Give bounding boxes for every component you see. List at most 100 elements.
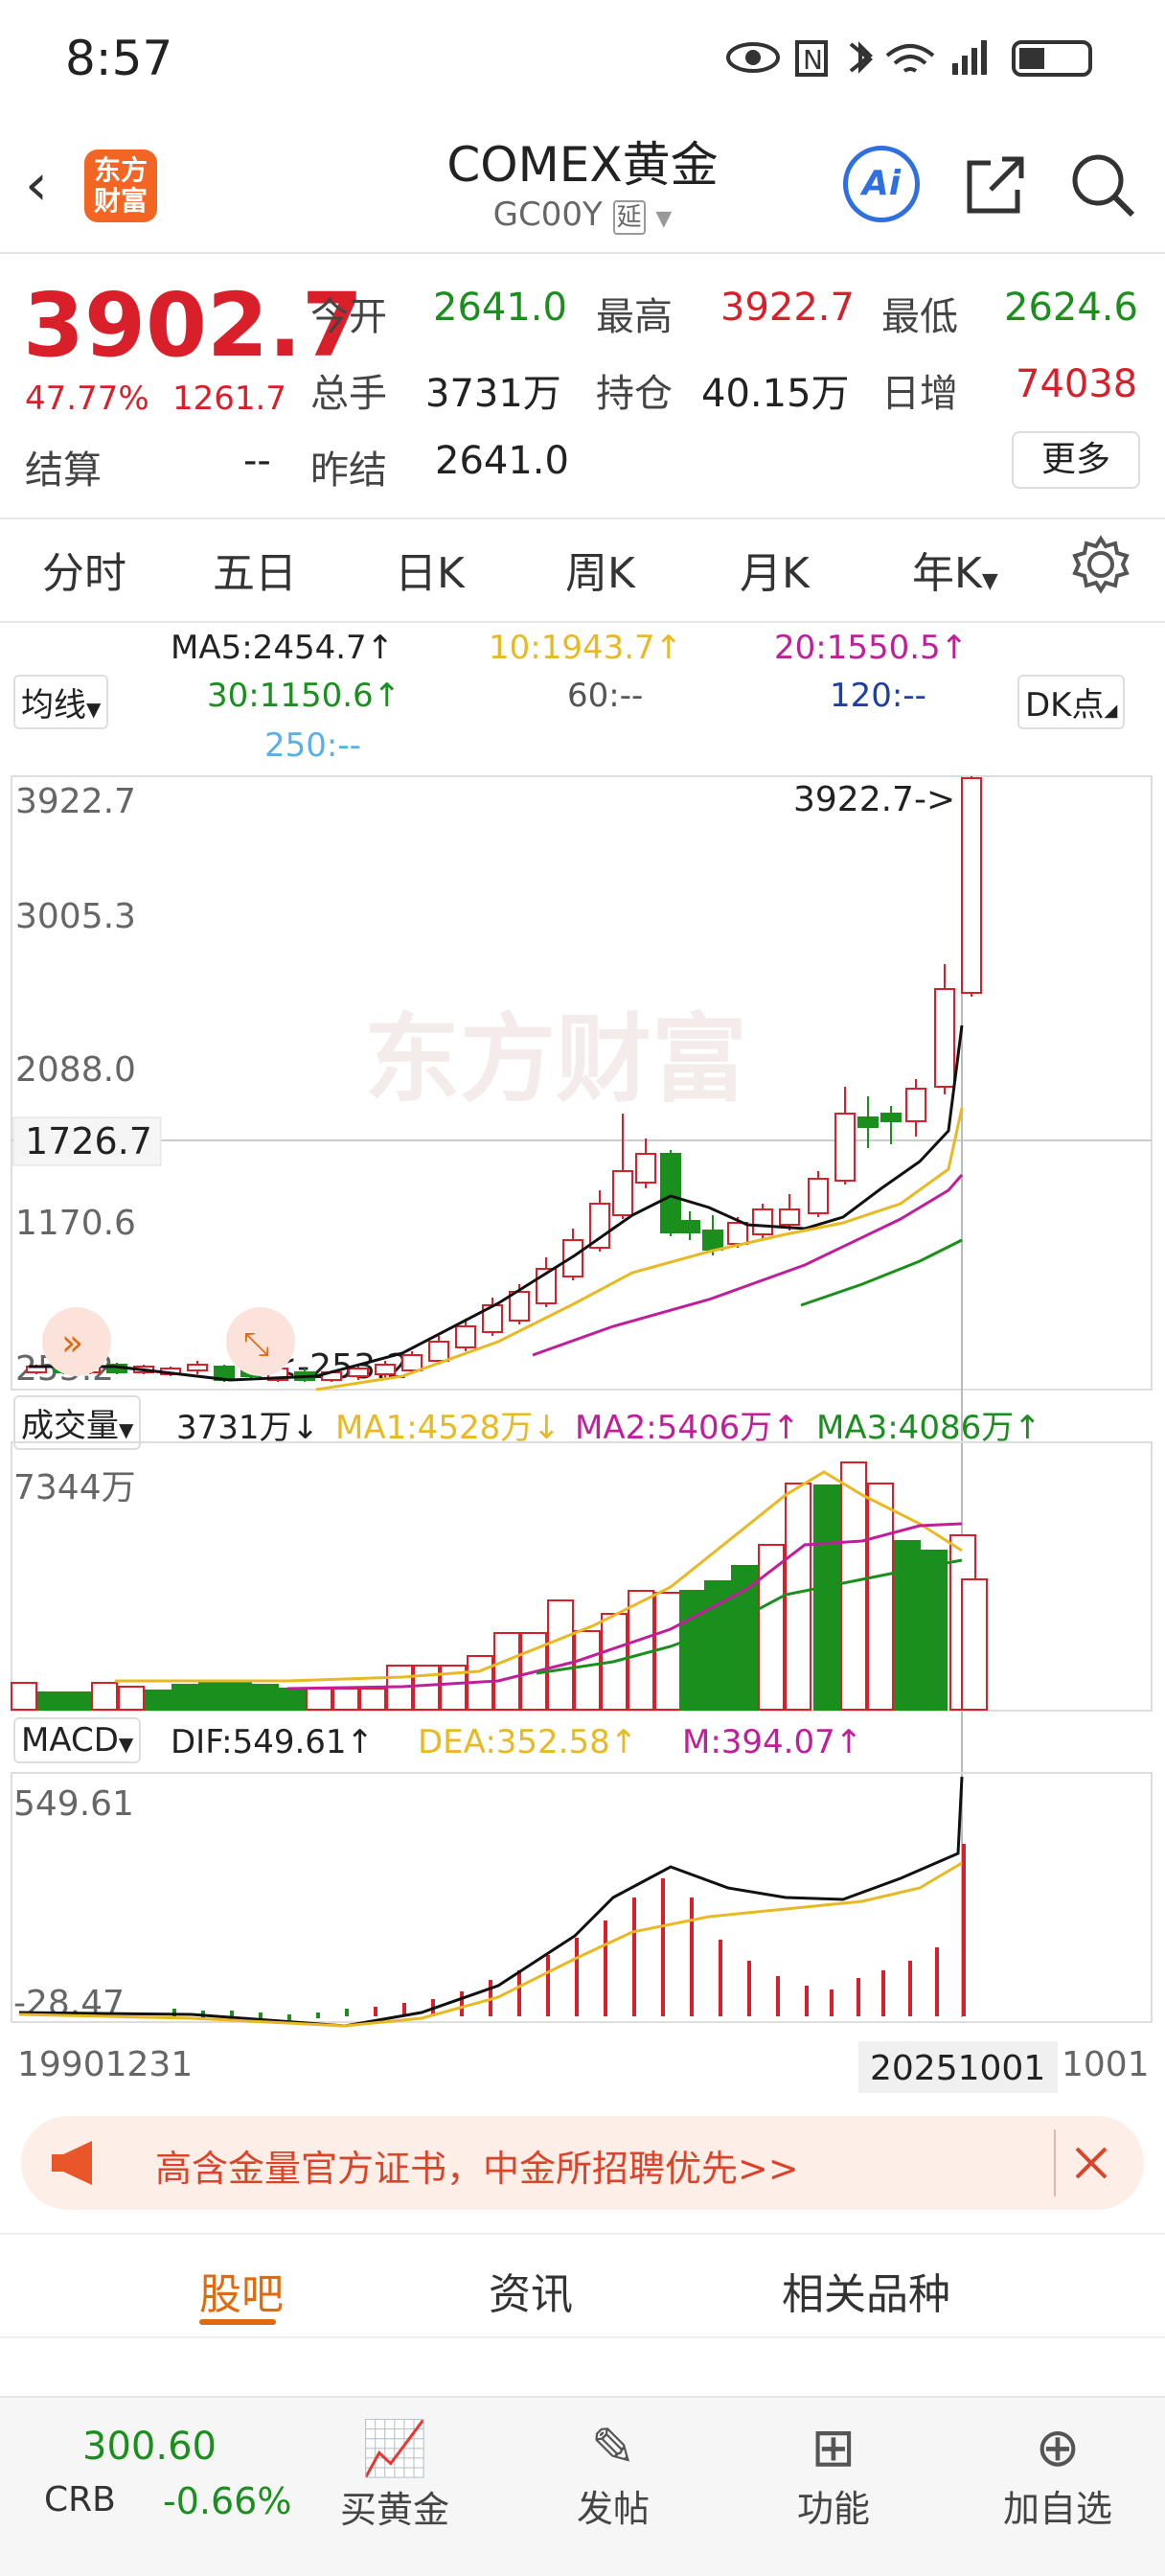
banner-text: 高含金量官方证书，中金所招聘优先>> [155, 2148, 799, 2190]
macd-bar [604, 1920, 607, 2016]
logo-text-2: 财富 [93, 185, 148, 217]
candle-body [752, 1208, 773, 1235]
macd-bar [776, 1976, 780, 2016]
candle-body [375, 1364, 396, 1375]
svg-text:N: N [803, 44, 823, 76]
macd-bar [830, 1990, 834, 2016]
ma30-value: 30:1150.6↑ [207, 677, 401, 715]
volume-bar [654, 1592, 681, 1711]
current-date-box [858, 2041, 1058, 2093]
volume-bar [628, 1590, 654, 1711]
crb-label: CRB [44, 2480, 116, 2519]
volume-bar [225, 1682, 252, 1711]
volume-bar [894, 1540, 921, 1711]
volume-bar [359, 1688, 386, 1711]
delay-badge: 延 [612, 200, 646, 235]
candle-body [401, 1354, 423, 1371]
tab-daily-k[interactable]: 日K [395, 549, 465, 598]
kline-chart[interactable]: 东方财富 3922.7 3005.3 2088.0 1170.6 253.2 1… [0, 767, 1165, 2108]
add-watchlist-button[interactable]: ⊕ 加自选 [981, 2417, 1134, 2532]
candle-body [779, 1208, 800, 1226]
candle-body [635, 1153, 656, 1184]
volume-bar [306, 1688, 332, 1711]
tab-related[interactable]: 相关品种 [782, 2270, 950, 2319]
volume-bar [37, 1691, 64, 1711]
settle-label: 结算 [25, 448, 102, 493]
open-interest-label: 持仓 [596, 372, 673, 416]
candle-body [961, 777, 982, 994]
ma10-value: 10:1943.7↑ [489, 629, 683, 667]
caret-down-icon: ▼ [118, 1733, 134, 1756]
buy-gold-button[interactable]: 📈 买黄金 [337, 2417, 452, 2533]
macd-bar [747, 1961, 751, 2016]
promo-banner[interactable]: 高含金量官方证书，中金所招聘优先>> [21, 2116, 1144, 2210]
date-current: 20251001 [870, 2049, 1045, 2088]
functions-label: 功能 [796, 2488, 870, 2530]
tab-yearly-k[interactable]: 年K▼ [912, 539, 998, 600]
gear-icon[interactable] [1071, 535, 1131, 594]
volume-value: 3731万↓ [176, 1409, 320, 1447]
zoom-icon[interactable] [226, 1307, 295, 1376]
volume-bars [11, 1461, 988, 1711]
macd-bar [908, 1961, 912, 2016]
price-panel-frame [11, 775, 1153, 1391]
volume-bar [867, 1483, 894, 1711]
back-icon[interactable]: ‹ [25, 151, 48, 218]
grid-icon: ⊞ [811, 2417, 857, 2479]
contract-code[interactable]: GC00Y 延 ▼ [0, 196, 1165, 235]
high-label: 最高 [596, 295, 673, 339]
price-axis-labels: 3922.7 3005.3 2088.0 1170.6 253.2 [15, 782, 136, 1389]
tab-five-day[interactable]: 五日 [213, 549, 297, 598]
share-icon[interactable] [962, 151, 1029, 218]
candle-body [857, 1116, 879, 1128]
ma60-value: 60:-- [567, 677, 644, 715]
ma-selector[interactable]: 均线▼ [13, 675, 109, 729]
tab-news[interactable]: 资讯 [489, 2270, 573, 2319]
code-text: GC00Y [492, 196, 603, 234]
candle-body [808, 1178, 829, 1214]
macd-dif: DIF:549.61↑ [171, 1723, 375, 1761]
indicator-selector-volume[interactable]: 成交量▼ [13, 1395, 142, 1450]
ma5-line [29, 1024, 964, 1382]
candle-body [660, 1153, 681, 1233]
crb-change: -0.66% [163, 2480, 292, 2522]
macd-bar [402, 2003, 406, 2016]
search-icon[interactable] [1067, 150, 1138, 220]
functions-button[interactable]: ⊞ 功能 [776, 2417, 891, 2532]
ma20-line [532, 1174, 964, 1357]
prev-settle-value: 2641.0 [435, 439, 569, 483]
macd-histogram [172, 1844, 966, 2020]
corner-icon: ◢ [1104, 701, 1118, 721]
volume-bar [921, 1550, 948, 1711]
app-logo: 东方 财富 [84, 150, 157, 222]
tab-weekly-k[interactable]: 周K [565, 549, 635, 598]
macd-bar [575, 1938, 579, 2016]
tab-active-indicator [199, 2319, 276, 2325]
volume-bar [840, 1461, 867, 1711]
macd-m: M:394.07↑ [682, 1723, 863, 1761]
candle-body [905, 1088, 926, 1122]
tab-monthly-k[interactable]: 月K [740, 549, 810, 598]
change-percent: 47.77% [25, 380, 149, 418]
clock: 8:57 [65, 31, 173, 86]
ma120-value: 120:-- [830, 677, 926, 715]
ai-button[interactable]: Ai [843, 146, 920, 222]
dk-point-label: DK点 [1025, 686, 1105, 724]
expand-left-icon[interactable] [42, 1307, 111, 1376]
tab-forum[interactable]: 股吧 [199, 2270, 284, 2319]
caret-down-icon: ▼ [86, 698, 102, 721]
tab-yearly-k-label: 年K [912, 549, 982, 598]
dk-point-selector[interactable]: DK点◢ [1017, 675, 1126, 729]
content-tabs [0, 2233, 1165, 2338]
candle-body [187, 1364, 208, 1371]
volume-bar [547, 1599, 574, 1711]
post-label: 发帖 [576, 2488, 650, 2530]
more-button[interactable]: 更多 [1012, 431, 1140, 489]
dea-line [18, 1861, 963, 2028]
macd-bar [374, 2007, 377, 2016]
post-button[interactable]: ✎ 发帖 [556, 2417, 671, 2532]
tab-intraday[interactable]: 分时 [42, 549, 126, 598]
close-icon[interactable] [1071, 2143, 1111, 2183]
volume-bar [574, 1630, 601, 1711]
indicator-selector-macd[interactable]: MACD▼ [13, 1717, 142, 1763]
